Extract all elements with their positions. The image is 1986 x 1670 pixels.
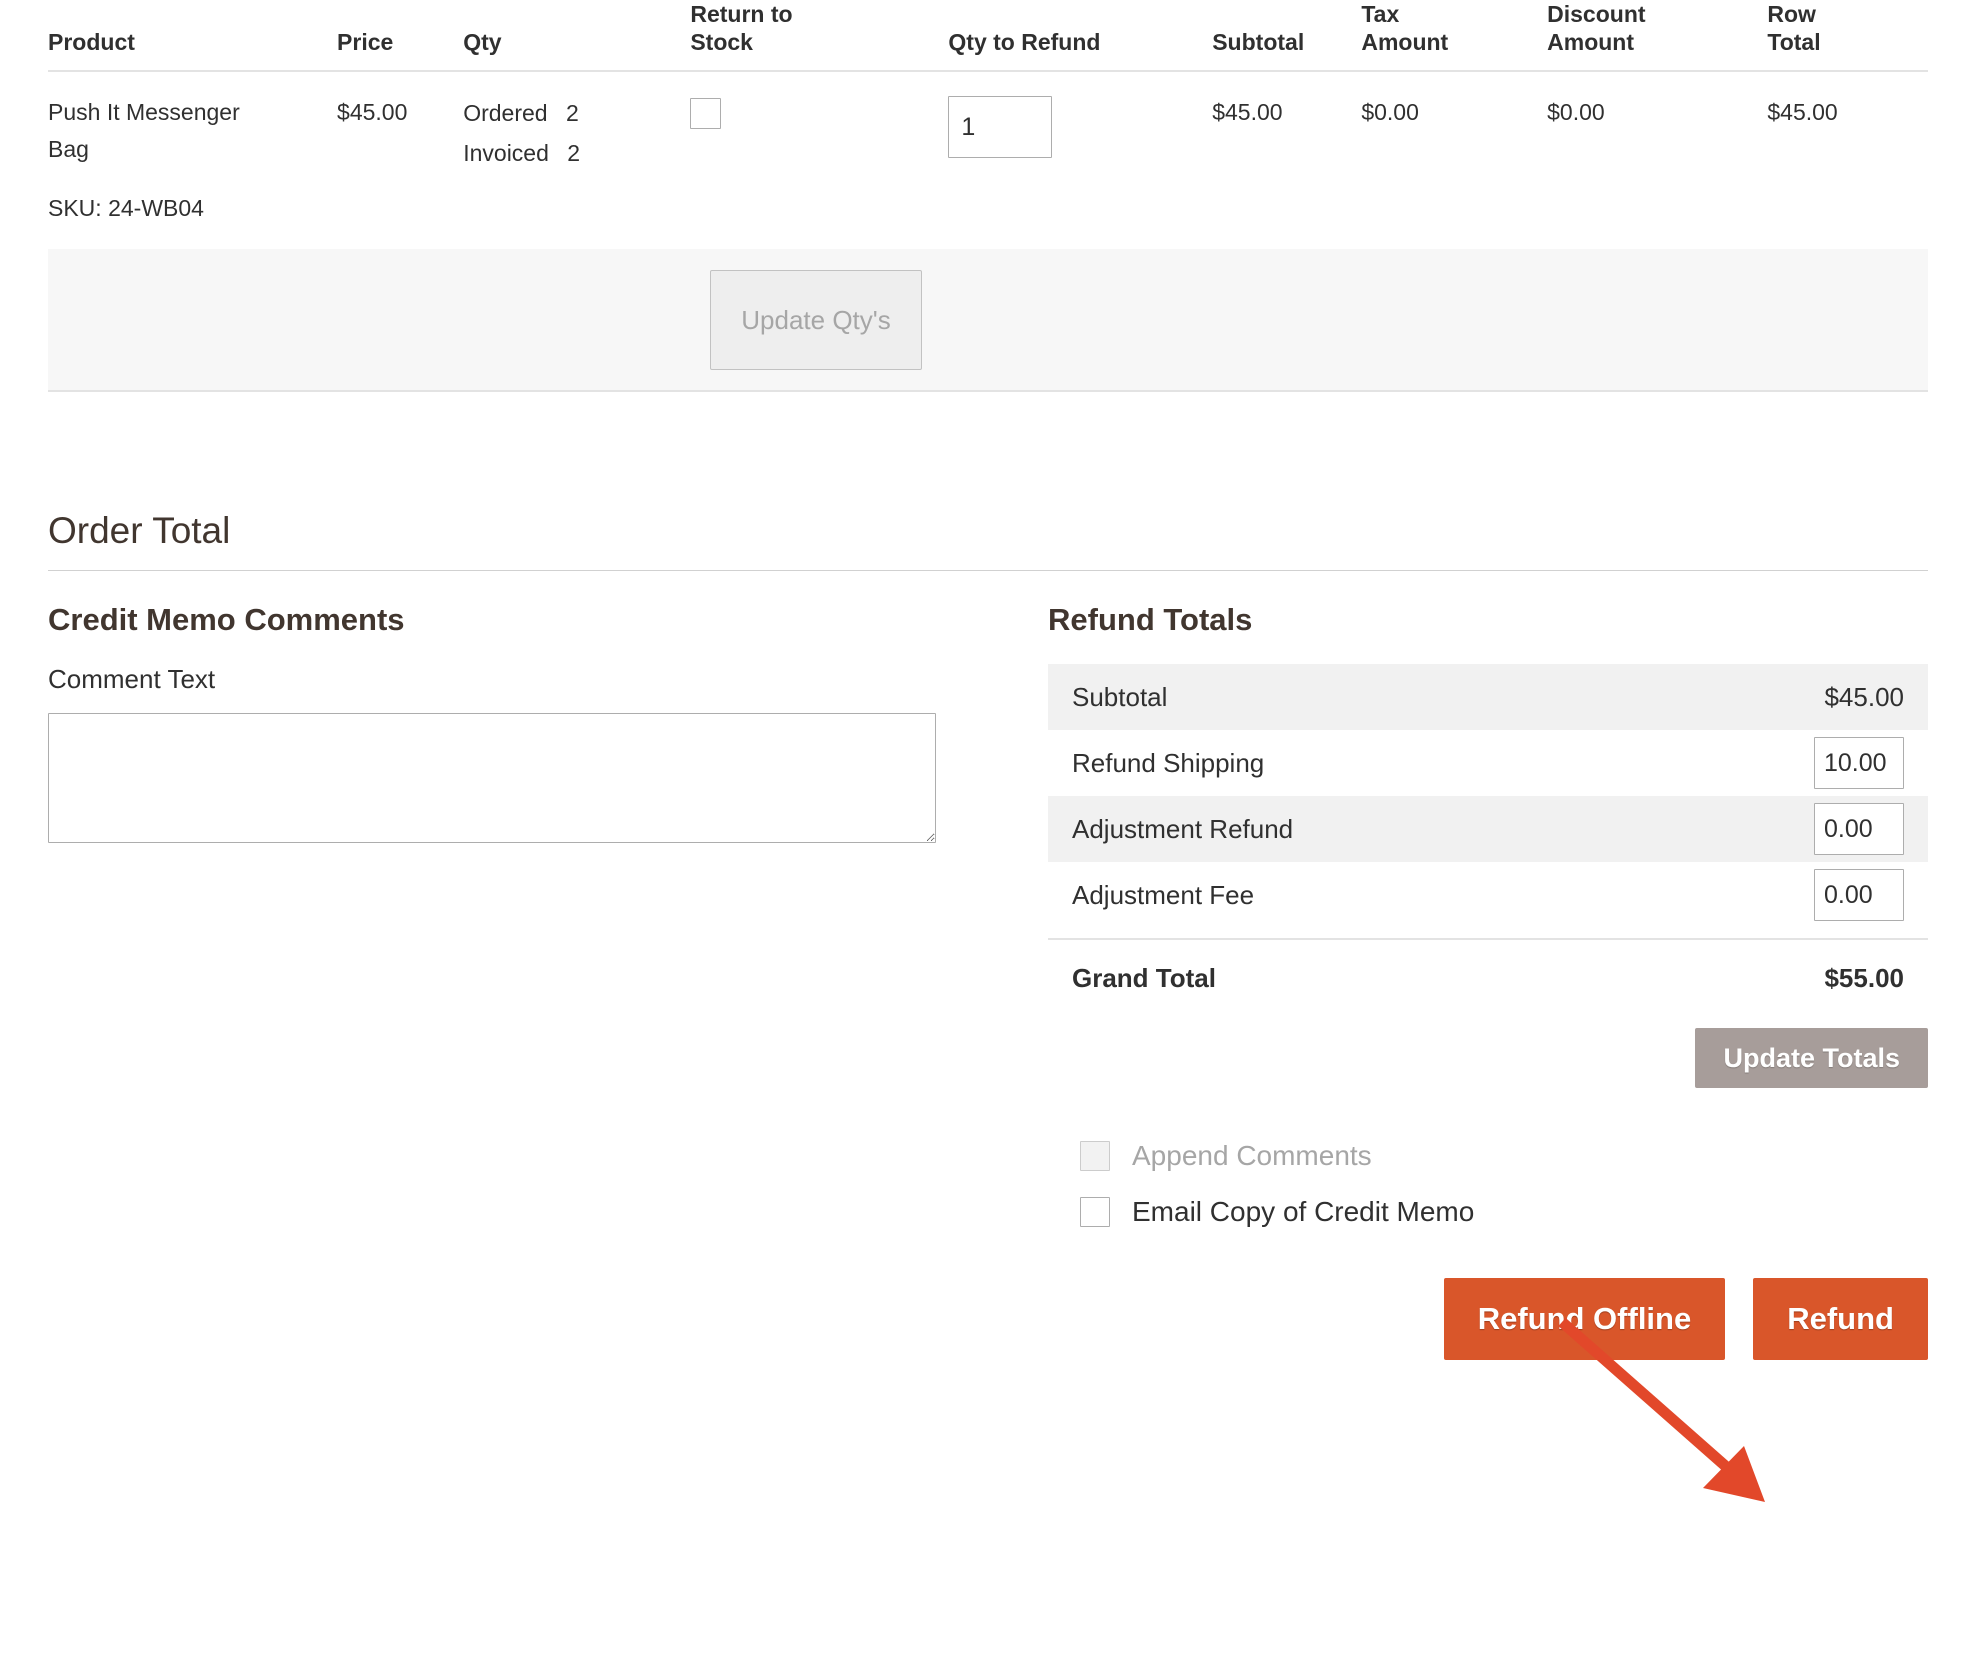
qty-invoiced-value: 2 (567, 139, 581, 166)
items-table-footer: Update Qty's (48, 249, 1928, 393)
column-header-return-to-stock-line1: Return to (690, 1, 793, 27)
email-copy-checkbox[interactable] (1080, 1197, 1110, 1228)
qty-ordered-line: Ordered 2 (463, 94, 690, 134)
cell-tax-amount: $0.00 (1361, 99, 1419, 126)
credit-memo-items-section: Product Price Qty Return to Stock Qty to… (0, 0, 1986, 226)
cell-row-total: $45.00 (1767, 99, 1838, 126)
cell-price: $45.00 (337, 99, 408, 126)
refund-offline-button[interactable]: Refund Offline (1443, 1278, 1726, 1361)
update-totals-bar: Update Totals (1048, 1028, 1928, 1089)
totals-value-subtotal: $45.00 (1824, 681, 1904, 712)
qty-ordered-value: 2 (565, 100, 579, 127)
column-header-return-to-stock-line2: Stock (690, 29, 753, 56)
update-totals-button[interactable]: Update Totals (1695, 1028, 1928, 1089)
cell-qty-to-refund (948, 71, 1212, 226)
return-to-stock-checkbox[interactable] (690, 98, 722, 130)
order-total-columns: Credit Memo Comments Comment Text Refund… (48, 601, 1928, 1361)
totals-label-adjustment-refund: Adjustment Refund (1072, 813, 1294, 844)
column-header-tax-amount-line2: Amount (1361, 29, 1449, 56)
append-comments-label: Append Comments (1132, 1140, 1372, 1172)
credit-memo-comments-heading: Credit Memo Comments (48, 601, 405, 637)
adjustment-fee-input[interactable] (1814, 869, 1904, 922)
totals-row-grand-total: Grand Total $55.00 (1048, 940, 1928, 1016)
refund-action-bar: Refund Offline Refund (1048, 1278, 1928, 1361)
column-header-price: Price (337, 0, 464, 73)
column-header-discount-amount-line1: Discount (1547, 1, 1646, 27)
append-comments-checkbox[interactable] (1080, 1141, 1110, 1172)
totals-label-subtotal: Subtotal (1072, 681, 1168, 712)
qty-breakdown: Ordered 2 Invoiced 2 (463, 94, 690, 173)
column-header-qty: Qty (463, 0, 691, 73)
comment-text-input[interactable] (48, 713, 936, 844)
totals-row-adjustment-refund: Adjustment Refund (1048, 796, 1928, 863)
column-header-tax-amount: Tax Amount (1361, 0, 1548, 73)
column-header-product: Product (48, 0, 338, 73)
refund-button[interactable]: Refund (1753, 1278, 1928, 1361)
email-copy-row[interactable]: Email Copy of Credit Memo (1080, 1184, 1928, 1240)
qty-to-refund-input[interactable] (948, 96, 1053, 159)
refund-shipping-input[interactable] (1814, 737, 1904, 790)
column-header-row-total-line2: Total (1767, 29, 1821, 56)
column-header-row-total-line1: Row (1767, 1, 1816, 27)
cell-subtotal: $45.00 (1212, 99, 1283, 126)
cell-qty: Ordered 2 Invoiced 2 (463, 71, 690, 226)
cell-discount-amount: $0.00 (1547, 99, 1605, 126)
column-header-qty-to-refund: Qty to Refund (948, 0, 1213, 73)
totals-row-adjustment-fee: Adjustment Fee (1048, 862, 1928, 928)
table-row: Push It Messenger Bag SKU: 24-WB04 $45.0… (48, 71, 1928, 226)
credit-memo-items-table: Product Price Qty Return to Stock Qty to… (48, 0, 1928, 226)
refund-options-checkboxes: Append Comments Email Copy of Credit Mem… (1048, 1128, 1928, 1240)
totals-label-grand-total: Grand Total (1072, 962, 1216, 993)
grand-total-separator (1048, 938, 1928, 941)
comment-text-label: Comment Text (48, 664, 216, 695)
email-copy-label: Email Copy of Credit Memo (1132, 1196, 1475, 1228)
cell-product: Push It Messenger Bag SKU: 24-WB04 (48, 71, 337, 226)
column-header-return-to-stock: Return to Stock (690, 0, 949, 73)
product-sku: SKU: 24-WB04 (48, 194, 204, 221)
qty-ordered-label: Ordered (463, 100, 548, 127)
totals-row-refund-shipping: Refund Shipping (1048, 730, 1928, 796)
totals-label-refund-shipping: Refund Shipping (1072, 747, 1265, 778)
column-header-subtotal: Subtotal (1212, 0, 1362, 73)
qty-invoiced-line: Invoiced 2 (463, 134, 690, 174)
qty-invoiced-label: Invoiced (463, 139, 549, 166)
column-header-tax-amount-line1: Tax (1361, 1, 1400, 27)
column-header-discount-amount-line2: Amount (1547, 29, 1635, 56)
order-total-heading: Order Total (48, 509, 1928, 571)
adjustment-refund-input[interactable] (1814, 803, 1904, 856)
update-qtys-button[interactable]: Update Qty's (710, 270, 922, 371)
column-header-row-total: Row Total (1767, 0, 1928, 73)
refund-totals-heading: Refund Totals (1048, 601, 1253, 637)
totals-value-grand-total: $55.00 (1824, 962, 1904, 993)
product-name: Push It Messenger Bag (48, 99, 240, 162)
cell-return-to-stock (690, 71, 948, 226)
credit-memo-comments-panel: Credit Memo Comments Comment Text (48, 601, 1048, 844)
totals-label-adjustment-fee: Adjustment Fee (1072, 879, 1255, 910)
items-table-header-row: Product Price Qty Return to Stock Qty to… (48, 0, 1928, 73)
column-header-discount-amount: Discount Amount (1547, 0, 1768, 73)
totals-row-subtotal: Subtotal $45.00 (1048, 664, 1928, 731)
refund-totals-table: Subtotal $45.00 Refund Shipping Adjustme… (1048, 664, 1928, 1361)
append-comments-row[interactable]: Append Comments (1080, 1128, 1928, 1184)
refund-totals-panel: Refund Totals Subtotal $45.00 Refund Shi… (1048, 601, 1928, 1361)
